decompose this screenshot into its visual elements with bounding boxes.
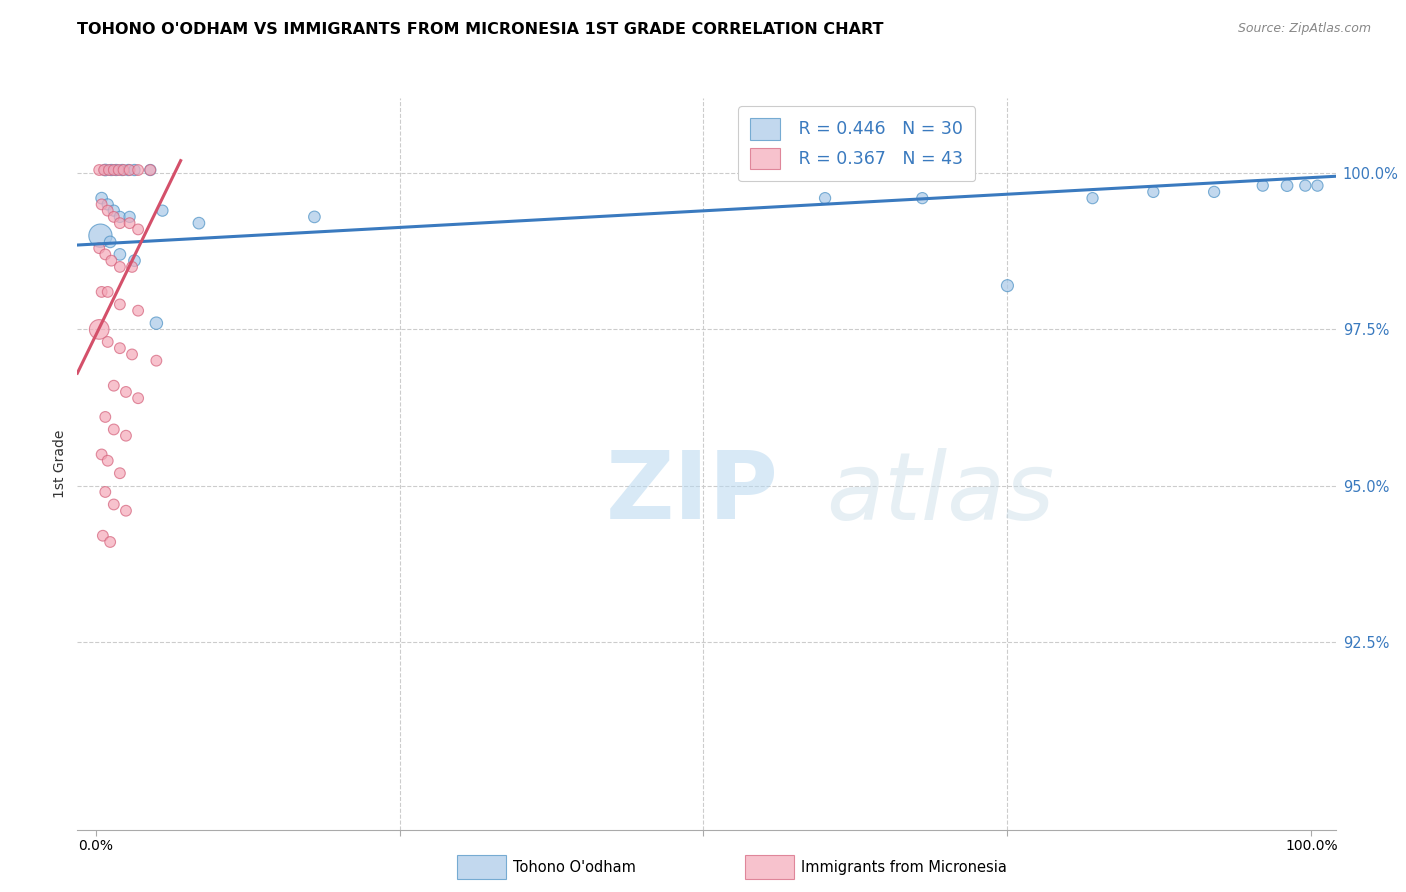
Point xyxy=(117,163,139,178)
Point xyxy=(118,210,141,224)
Point xyxy=(121,260,143,274)
Text: 100.0%: 100.0% xyxy=(1285,839,1337,853)
Point xyxy=(97,453,120,467)
Point xyxy=(108,216,131,230)
Text: atlas: atlas xyxy=(827,448,1054,539)
Point xyxy=(93,163,115,178)
Point xyxy=(115,504,138,518)
Point xyxy=(91,529,114,543)
Point xyxy=(89,228,111,243)
Point xyxy=(97,334,120,349)
Legend:  R = 0.446   N = 30,  R = 0.367   N = 43: R = 0.446 N = 30, R = 0.367 N = 43 xyxy=(738,106,974,181)
Point xyxy=(97,285,120,299)
Y-axis label: 1st Grade: 1st Grade xyxy=(53,430,67,498)
Point xyxy=(911,191,934,205)
Point xyxy=(115,384,138,399)
Point xyxy=(118,216,141,230)
Point xyxy=(124,253,146,268)
Point xyxy=(90,285,112,299)
Point xyxy=(187,216,209,230)
Point xyxy=(1251,178,1274,193)
Point xyxy=(97,203,120,218)
Point xyxy=(89,322,111,336)
Point xyxy=(139,163,162,178)
Point xyxy=(1306,178,1329,193)
Point xyxy=(108,210,131,224)
Point xyxy=(90,447,112,461)
Point xyxy=(97,197,120,211)
Point xyxy=(127,163,149,178)
Point xyxy=(112,163,135,178)
Point xyxy=(103,210,125,224)
Point xyxy=(1081,191,1104,205)
Point xyxy=(121,347,143,361)
Point xyxy=(103,422,125,436)
Point xyxy=(108,297,131,311)
Point xyxy=(118,163,141,178)
Point xyxy=(94,409,117,424)
Point xyxy=(107,163,129,178)
Point xyxy=(108,341,131,355)
Point xyxy=(1204,185,1226,199)
Text: Tohono O'odham: Tohono O'odham xyxy=(513,860,636,874)
Point xyxy=(997,278,1019,293)
Point xyxy=(97,163,120,178)
Point xyxy=(1275,178,1298,193)
Text: Source: ZipAtlas.com: Source: ZipAtlas.com xyxy=(1237,22,1371,36)
Point xyxy=(124,163,146,178)
Point xyxy=(94,485,117,500)
Point xyxy=(111,163,134,178)
Point xyxy=(152,203,174,218)
Point xyxy=(1294,178,1316,193)
Point xyxy=(145,316,167,330)
Text: ZIP: ZIP xyxy=(606,447,779,539)
Point xyxy=(100,253,122,268)
Point xyxy=(304,210,326,224)
Point xyxy=(90,191,112,205)
Text: 0.0%: 0.0% xyxy=(79,839,112,853)
Point xyxy=(103,163,125,178)
Text: Immigrants from Micronesia: Immigrants from Micronesia xyxy=(801,860,1007,874)
Point xyxy=(103,378,125,392)
Point xyxy=(94,163,117,178)
Point xyxy=(90,197,112,211)
Text: TOHONO O'ODHAM VS IMMIGRANTS FROM MICRONESIA 1ST GRADE CORRELATION CHART: TOHONO O'ODHAM VS IMMIGRANTS FROM MICRON… xyxy=(77,22,884,37)
Point xyxy=(814,191,837,205)
Point xyxy=(89,163,111,178)
Point xyxy=(115,428,138,442)
Point xyxy=(127,222,149,236)
Point xyxy=(108,260,131,274)
Point xyxy=(98,535,121,549)
Point xyxy=(98,235,121,249)
Point xyxy=(103,498,125,512)
Point xyxy=(127,391,149,405)
Point xyxy=(94,247,117,261)
Point xyxy=(108,467,131,481)
Point xyxy=(139,163,162,178)
Point xyxy=(127,303,149,318)
Point xyxy=(145,353,167,368)
Point xyxy=(105,163,128,178)
Point xyxy=(103,203,125,218)
Point xyxy=(1142,185,1164,199)
Point xyxy=(100,163,122,178)
Point xyxy=(108,247,131,261)
Point xyxy=(89,241,111,255)
